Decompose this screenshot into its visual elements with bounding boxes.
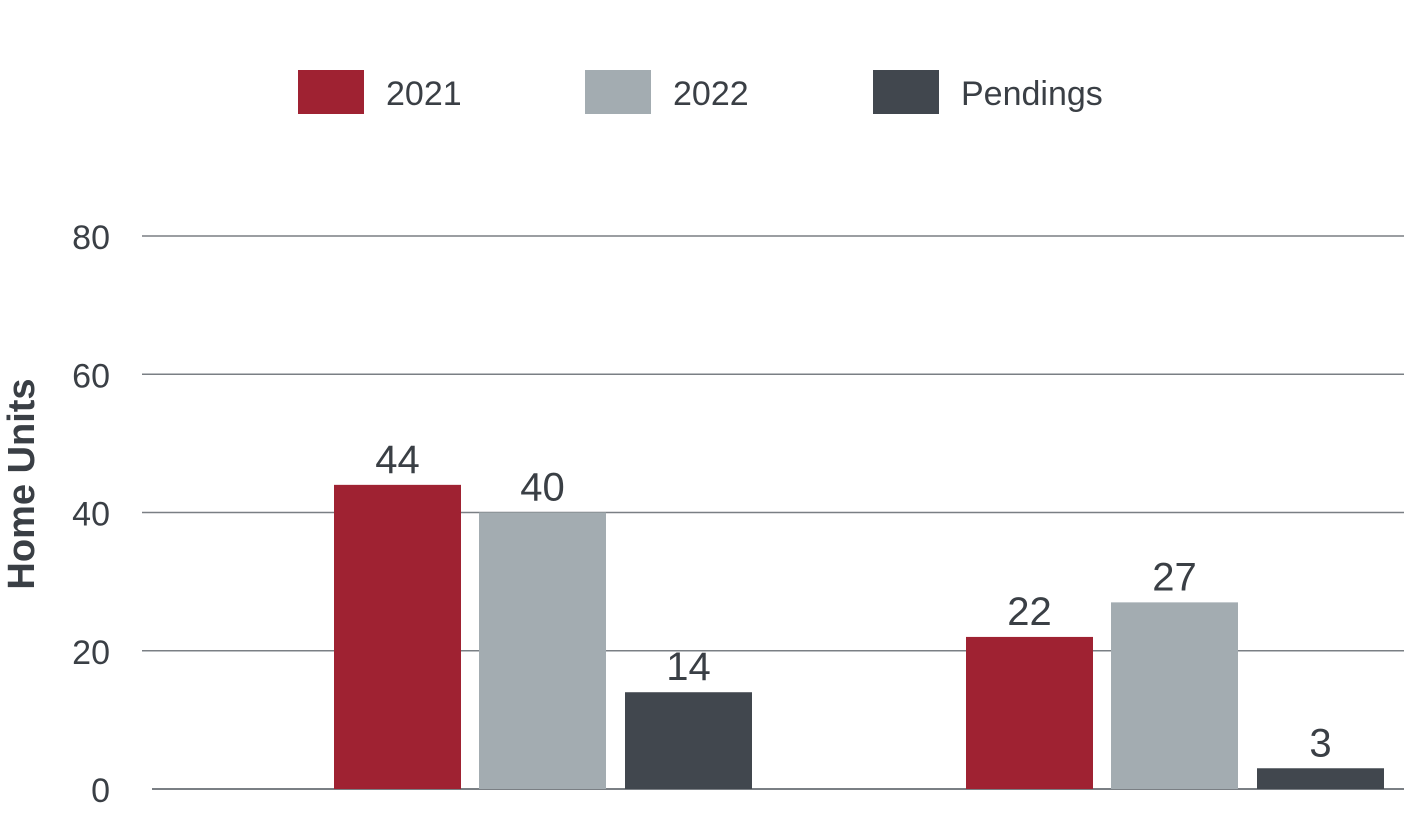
legend-swatch xyxy=(873,70,939,114)
legend-label: 2022 xyxy=(673,75,749,113)
y-tick-label: 80 xyxy=(72,219,110,257)
bar-pendings-2 xyxy=(1257,768,1384,789)
legend-swatch xyxy=(298,70,364,114)
legend-item-pendings: Pendings xyxy=(873,70,1103,114)
y-axis-title: Home Units xyxy=(1,378,43,589)
legend-label: Pendings xyxy=(961,75,1103,113)
y-tick-label: 0 xyxy=(91,772,110,810)
data-label: 22 xyxy=(1007,590,1052,634)
y-axis-ticks: 0 20 40 60 80 xyxy=(72,219,110,810)
data-label: 44 xyxy=(375,438,420,482)
bar-2021-1 xyxy=(334,484,461,789)
data-labels: 44 22 40 27 14 3 xyxy=(375,438,1331,765)
bar-2021-2 xyxy=(966,636,1093,789)
data-label: 40 xyxy=(520,466,565,510)
data-label: 27 xyxy=(1152,555,1197,599)
bars xyxy=(334,484,1384,789)
legend-item-2022: 2022 xyxy=(585,70,749,114)
y-tick-label: 60 xyxy=(72,357,110,395)
data-label: 14 xyxy=(666,645,711,689)
bar-2022-2 xyxy=(1111,602,1238,789)
legend-label: 2021 xyxy=(386,75,462,113)
legend-swatch xyxy=(585,70,651,114)
bar-2022-1 xyxy=(479,512,606,789)
bar-pendings-1 xyxy=(625,692,752,789)
legend: 2021 2022 Pendings xyxy=(298,70,1103,114)
y-tick-label: 40 xyxy=(72,496,110,534)
data-label: 3 xyxy=(1309,721,1331,765)
legend-item-2021: 2021 xyxy=(298,70,462,114)
y-tick-label: 20 xyxy=(72,634,110,672)
